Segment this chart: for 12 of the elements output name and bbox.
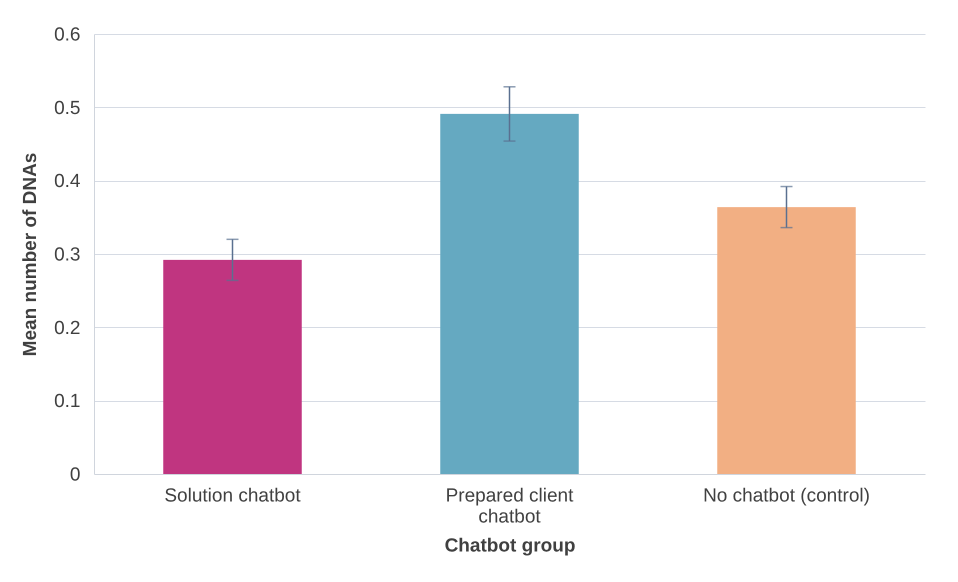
y-tick-label: 0 [70,464,80,486]
x-axis-title: Chatbot group [444,536,576,556]
y-tick-label: 0.3 [54,244,80,266]
y-tick-label: 0.5 [54,98,80,119]
y-tick-label: 0.2 [54,318,80,339]
x-tick-label: Prepared client chatbot [446,486,574,528]
y-tick-label: 0.4 [54,171,81,192]
x-tick-label: Solution chatbot [164,486,302,506]
x-tick-label: No chatbot (control) [703,486,870,506]
y-axis-title: Mean number of DNAs [20,152,42,356]
y-tick-label: 0.1 [54,391,80,412]
y-tick-label: 0.6 [54,24,80,46]
